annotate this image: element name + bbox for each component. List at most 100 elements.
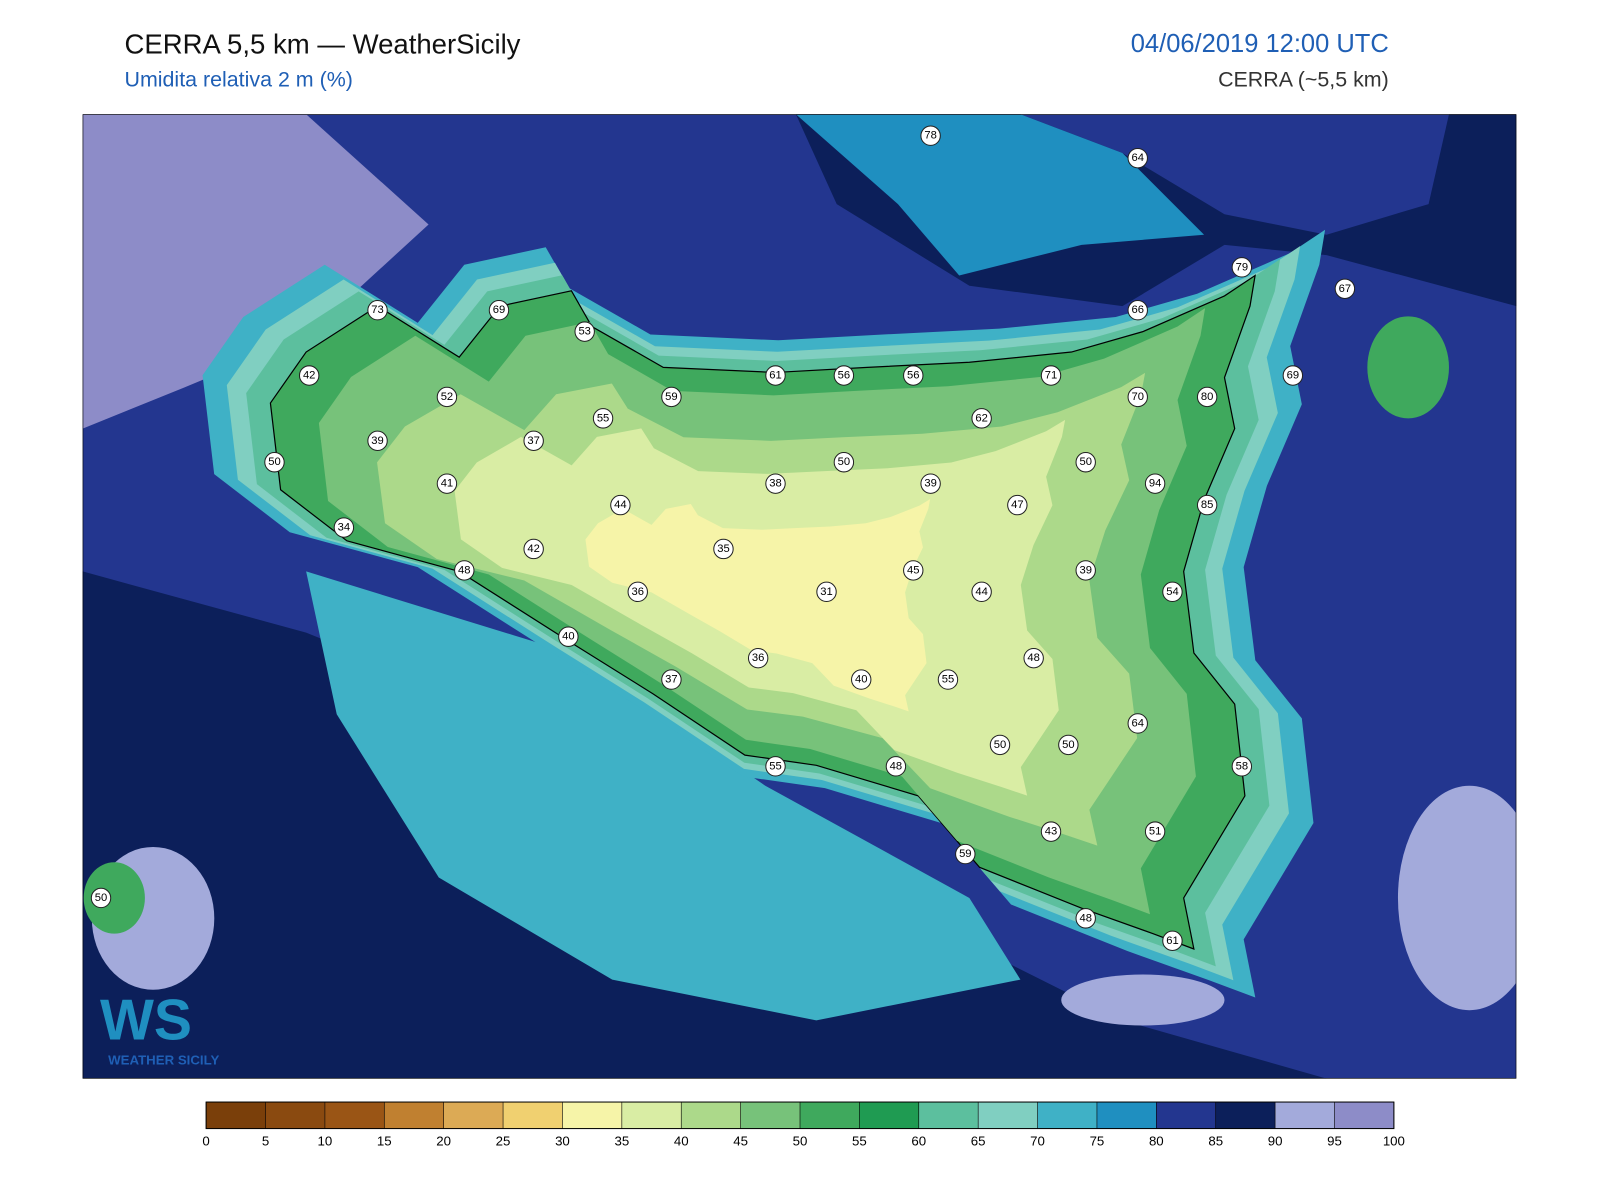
colorbar-bin xyxy=(324,1102,385,1129)
station-marker xyxy=(627,581,648,603)
station-marker xyxy=(765,365,786,386)
station-marker xyxy=(1231,756,1253,777)
colorbar-tick-label: 60 xyxy=(911,1133,926,1148)
station-marker xyxy=(1231,257,1253,278)
colorbar-bin xyxy=(562,1102,622,1129)
land xyxy=(1367,316,1449,419)
station-value: 69 xyxy=(1287,370,1299,382)
station-marker xyxy=(903,365,924,386)
colorbar-tick-label: 25 xyxy=(496,1133,511,1148)
station-marker xyxy=(747,647,769,669)
station-value: 64 xyxy=(1132,717,1144,729)
station-marker xyxy=(1162,581,1183,603)
station-marker xyxy=(90,887,112,909)
station-value: 40 xyxy=(562,631,574,643)
station-marker xyxy=(1144,821,1166,842)
station-value: 45 xyxy=(907,564,919,576)
station-marker xyxy=(574,321,595,342)
station-value: 70 xyxy=(1132,391,1144,403)
humid-area xyxy=(1061,974,1225,1026)
model: CERRA (~5,5 km) xyxy=(1218,68,1389,92)
station-marker xyxy=(333,517,355,538)
station-value: 64 xyxy=(1132,152,1144,164)
colorbar: 0 5 10 15 20 25 30 35 40 45 50 55 60 65 70 75 80 85 90 95 10… xyxy=(202,1101,1405,1148)
station-marker xyxy=(1040,365,1062,386)
colorbar-tick-label: 10 xyxy=(318,1133,333,1148)
station-value: 50 xyxy=(838,456,850,468)
station-marker xyxy=(661,386,682,408)
station-value: 50 xyxy=(1079,456,1091,468)
station-value: 50 xyxy=(268,456,280,468)
station-value: 61 xyxy=(1166,935,1178,947)
station-value: 56 xyxy=(907,370,919,382)
station-value: 73 xyxy=(371,304,383,316)
station-value: 53 xyxy=(578,326,590,338)
humid-area xyxy=(82,114,429,429)
station-value: 55 xyxy=(769,760,781,772)
station-marker xyxy=(713,538,734,560)
sea-area xyxy=(795,114,1205,276)
station-value: 80 xyxy=(1201,391,1213,403)
colorbar-tick-label: 65 xyxy=(971,1133,986,1148)
colorbar-bin xyxy=(1334,1102,1394,1129)
station-value: 41 xyxy=(441,478,453,490)
station-value: 55 xyxy=(597,412,609,424)
station-marker xyxy=(1196,494,1218,516)
station-marker xyxy=(558,626,579,647)
colorbar-bin xyxy=(1275,1102,1335,1129)
station-value: 59 xyxy=(959,848,971,860)
station-value: 50 xyxy=(994,739,1006,751)
station-marker xyxy=(765,473,786,494)
station-marker xyxy=(920,473,941,494)
station-marker xyxy=(920,125,941,146)
island xyxy=(83,862,145,934)
station-value: 47 xyxy=(1011,499,1023,511)
station-marker xyxy=(1196,386,1218,408)
station-value: 44 xyxy=(614,499,626,511)
map xyxy=(82,114,1517,1079)
colorbar-tick-label: 15 xyxy=(377,1133,392,1148)
station-marker xyxy=(1334,278,1356,299)
colorbar-bin xyxy=(740,1102,800,1129)
colorbar-tick-label: 80 xyxy=(1149,1133,1164,1148)
station-value: 36 xyxy=(632,586,644,598)
stations: 78 64 79 67 73 69 53 66 42 61 56 56 71 69 52 59 70 80 55 62… xyxy=(90,125,1356,952)
station-value: 31 xyxy=(820,586,832,598)
station-marker xyxy=(833,365,855,386)
colorbar-bin xyxy=(918,1102,979,1129)
station-value: 37 xyxy=(527,435,539,447)
station-marker xyxy=(851,669,872,690)
station-value: 35 xyxy=(717,543,729,555)
station-marker xyxy=(971,408,992,429)
station-value: 34 xyxy=(338,522,350,534)
station-value: 66 xyxy=(1132,304,1144,316)
colorbar-tick-label: 40 xyxy=(674,1133,689,1148)
station-marker xyxy=(971,581,992,603)
station-marker xyxy=(610,494,631,516)
station-value: 50 xyxy=(1062,739,1074,751)
title: CERRA 5,5 km — WeatherSicily xyxy=(124,28,520,59)
colorbar-tick-label: 100 xyxy=(1383,1133,1405,1148)
station-marker xyxy=(661,669,682,690)
station-marker xyxy=(264,452,285,473)
colorbar-bin xyxy=(978,1102,1038,1129)
station-value: 48 xyxy=(1079,912,1091,924)
station-value: 51 xyxy=(1149,826,1161,838)
colorbar-tick-label: 45 xyxy=(733,1133,748,1148)
colorbar-tick-label: 95 xyxy=(1327,1133,1342,1148)
station-marker xyxy=(955,843,976,865)
station-value: 54 xyxy=(1166,586,1178,598)
colorbar-tick-label: 55 xyxy=(852,1133,867,1148)
station-marker xyxy=(765,756,786,777)
station-marker xyxy=(592,408,614,429)
station-value: 48 xyxy=(1027,652,1039,664)
colorbar-tick-label: 90 xyxy=(1268,1133,1283,1148)
subtitle: Umidita relativa 2 m (%) xyxy=(124,68,352,92)
colorbar-tick-label: 85 xyxy=(1208,1133,1223,1148)
station-value: 43 xyxy=(1045,826,1057,838)
station-marker xyxy=(1023,647,1044,669)
colorbar-bin xyxy=(800,1102,860,1129)
colorbar-tick-label: 70 xyxy=(1030,1133,1045,1148)
